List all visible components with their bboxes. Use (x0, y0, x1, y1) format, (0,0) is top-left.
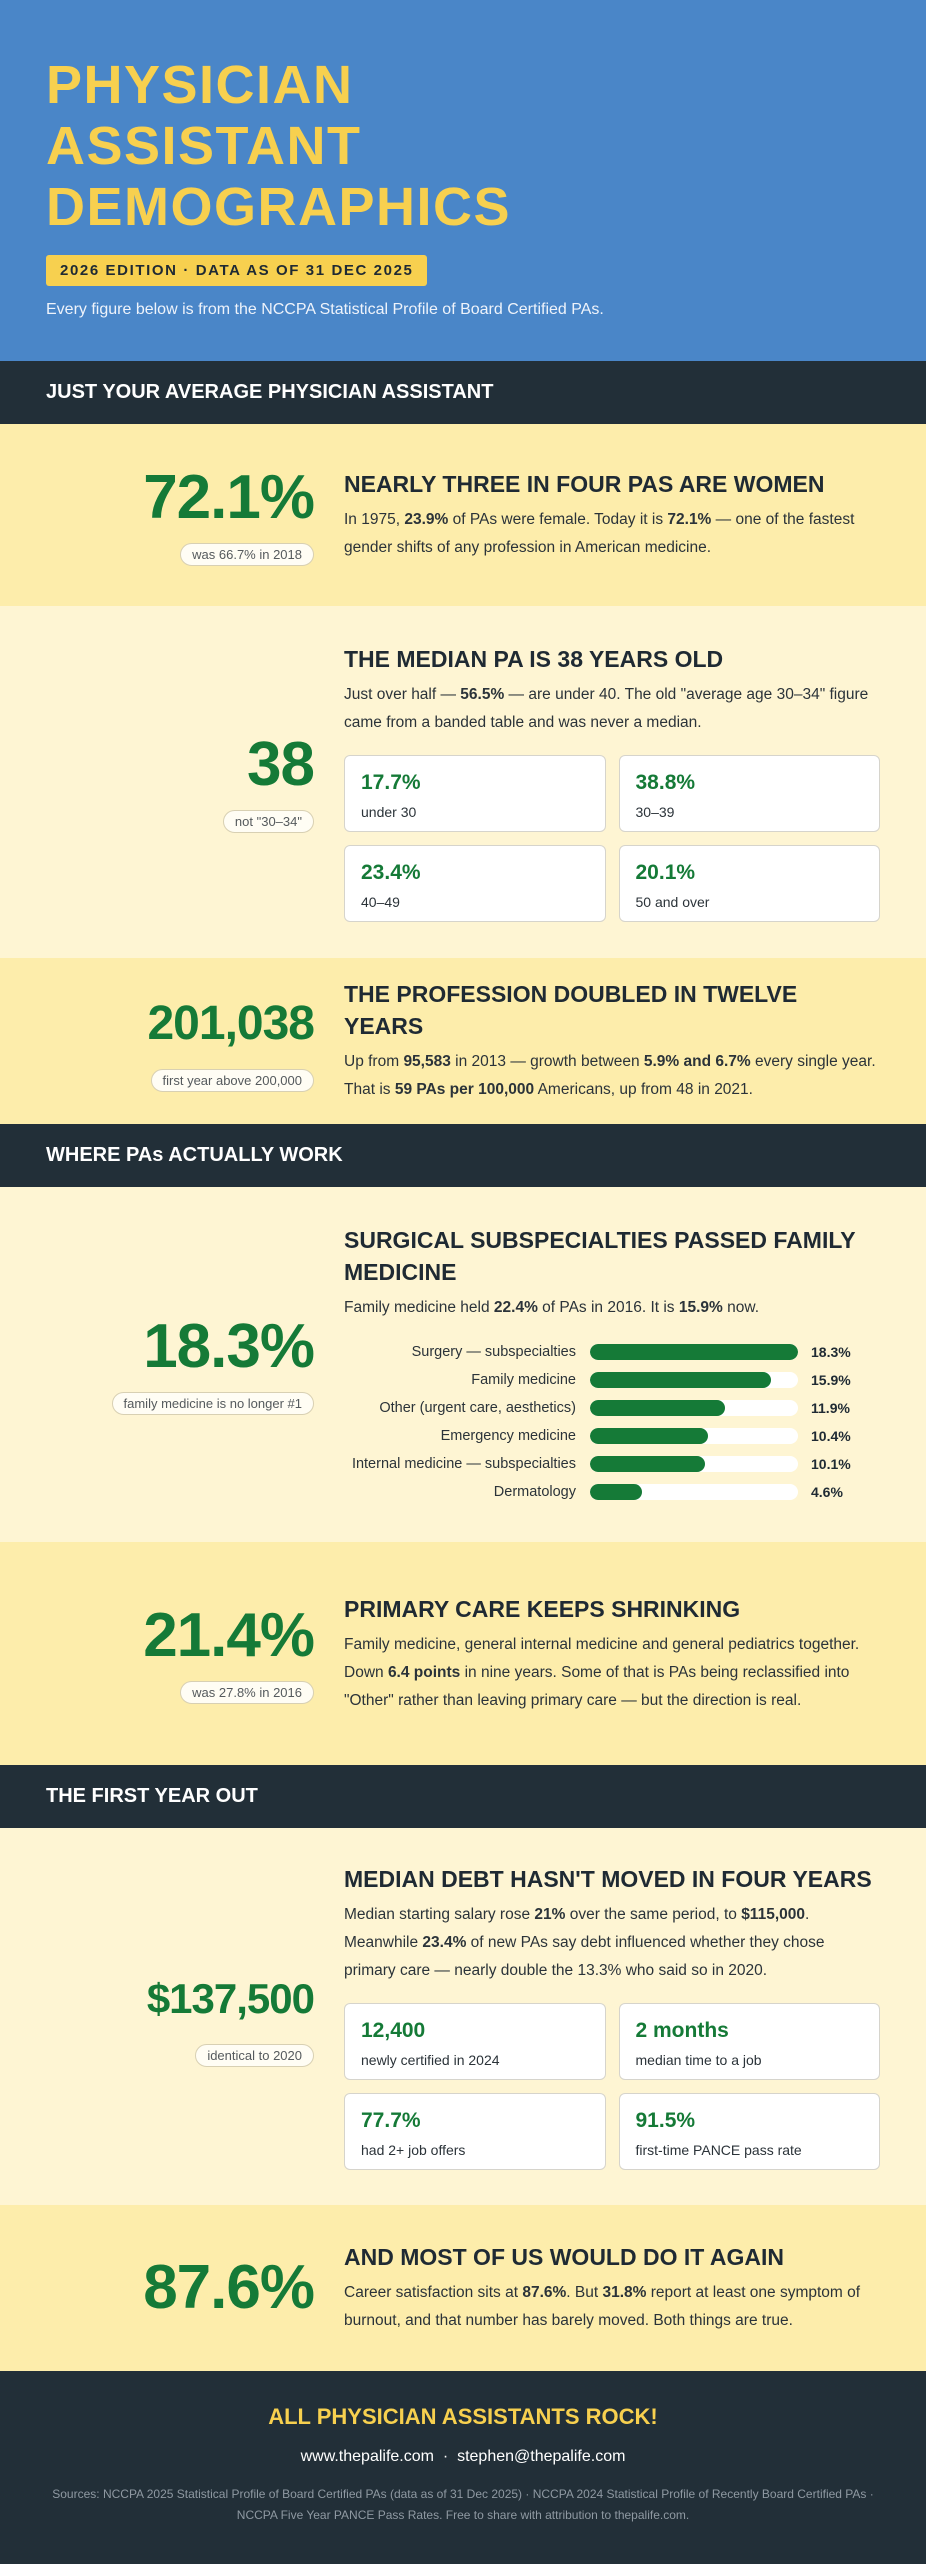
growth-note: first year above 200,000 (150, 1068, 314, 1092)
primary-care-note: was 27.8% in 2016 (180, 1681, 314, 1704)
debt-heading: MEDIAN DEBT HASN'T MOVED IN FOUR YEARS (344, 1866, 872, 1892)
bar-row: Surgery — subspecialties 18.3% (344, 1338, 880, 1366)
email-link[interactable]: stephen@thepalife.com (457, 2448, 626, 2465)
footer-contact: www.thepalife.com · stephen@thepalife.co… (0, 2448, 926, 2466)
footer-tagline: ALL PHYSICIAN ASSISTANTS ROCK! (268, 2404, 658, 2429)
bar-track (590, 1371, 798, 1388)
bar-value-label: 18.3% (811, 1343, 851, 1360)
bar-category-label: Dermatology (493, 1483, 576, 1500)
bar-row: Emergency medicine 10.4% (344, 1422, 880, 1450)
footer-sources: Sources: NCCPA 2025 Statistical Profile … (52, 2487, 874, 2522)
debt-note: identical to 2020 (195, 2044, 314, 2067)
age-body: Just over half — 56.5% — are under 40. T… (344, 685, 869, 731)
debt-card: 77.7% had 2+ job offers (344, 2093, 606, 2170)
growth-section: 201,038 first year above 200,000 THE PRO… (0, 958, 926, 1124)
contact-separator: · (442, 2448, 449, 2465)
header: PHYSICIAN ASSISTANT DEMOGRAPHICS 2026 ED… (0, 0, 926, 361)
bar-category-label: Internal medicine — subspecialties (351, 1455, 576, 1472)
primary-care-stat: 21.4% (143, 1601, 315, 1670)
website-link[interactable]: www.thepalife.com (300, 2448, 434, 2465)
debt-stat: $137,500 (146, 1975, 315, 2022)
debt-section: $137,500 identical to 2020 MEDIAN DEBT H… (0, 1828, 926, 2205)
bar (590, 1399, 726, 1416)
section-bar-average: JUST YOUR AVERAGE PHYSICIAN ASSISTANT (0, 361, 926, 424)
bar-category-label: Surgery — subspecialties (411, 1343, 576, 1360)
age-heading: THE MEDIAN PA IS 38 YEARS OLD (344, 645, 724, 672)
age-card: 38.8% 30–39 (618, 754, 880, 832)
age-card: 17.7% under 30 (344, 754, 606, 832)
age-card: 23.4% 40–49 (344, 844, 606, 922)
satisfaction-heading: AND MOST OF US WOULD DO IT AGAIN (344, 2244, 784, 2270)
age-card: 20.1% 50 and over (618, 844, 880, 922)
growth-stat: 201,038 (147, 996, 315, 1050)
bar-category-label: Family medicine (471, 1371, 576, 1388)
section-bar-first-year: THE FIRST YEAR OUT (0, 1765, 926, 1828)
bar-value-label: 4.6% (811, 1483, 843, 1500)
bar (590, 1371, 771, 1388)
bar (590, 1455, 705, 1472)
bar-value-label: 15.9% (811, 1371, 851, 1388)
women-stat: 72.1% (143, 462, 315, 532)
bar (590, 1343, 798, 1360)
specialties-note: family medicine is no longer #1 (111, 1392, 314, 1415)
bar-category-label: Other (urgent care, aesthetics) (379, 1399, 576, 1416)
debt-cards: 12,400 newly certified in 2024 2 months me… (344, 2003, 880, 2170)
bar-value-label: 11.9% (811, 1399, 850, 1416)
bar-track (590, 1399, 798, 1416)
specialties-heading: SURGICAL SUBSPECIALTIES PASSED FAMILY ME… (344, 1226, 856, 1285)
title-line: PHYSICIAN (46, 55, 354, 115)
age-stat: 38 (247, 729, 315, 799)
bar-value-label: 10.4% (811, 1427, 851, 1444)
specialty-bar-chart: Surgery — subspecialties 18.3% Family medi… (344, 1338, 880, 1506)
growth-body: Up from 95,583 in 2013 — growth between … (344, 1053, 876, 1098)
page-title: PHYSICIAN ASSISTANT DEMOGRAPHICS (46, 55, 880, 238)
bar-track (590, 1455, 798, 1472)
title-line: DEMOGRAPHICS (46, 177, 512, 237)
satisfaction-stat: 87.6% (143, 2253, 315, 2322)
primary-care-body: Family medicine, general internal medici… (344, 1635, 860, 1709)
specialties-body: Family medicine held 22.4% of PAs in 201… (344, 1298, 760, 1316)
bar (590, 1427, 709, 1444)
bar-track (590, 1343, 798, 1360)
age-section: 38 not "30–34" THE MEDIAN PA IS 38 YEARS… (0, 606, 926, 958)
growth-heading: THE PROFESSION DOUBLED IN TWELVE YEARS (344, 981, 798, 1039)
section-bar-work: WHERE PAs ACTUALLY WORK (0, 1124, 926, 1187)
women-note: was 66.7% in 2018 (180, 542, 314, 566)
bar-category-label: Emergency medicine (440, 1427, 576, 1444)
bar (590, 1483, 643, 1500)
age-note: not "30–34" (222, 809, 314, 833)
bar-value-label: 10.1% (811, 1455, 851, 1472)
subtitle: Every figure below is from the NCCPA Sta… (46, 301, 604, 318)
bar-row: Other (urgent care, aesthetics) 11.9% (344, 1394, 880, 1422)
debt-card: 12,400 newly certified in 2024 (344, 2003, 606, 2080)
bar-row: Internal medicine — subspecialties 10.1% (344, 1450, 880, 1478)
women-section: 72.1% was 66.7% in 2018 NEARLY THREE IN … (0, 424, 926, 606)
age-cards: 17.7% under 30 38.8% 30–39 23.4% 40–49 20.1… (344, 754, 880, 922)
bar-row: Family medicine 15.9% (344, 1366, 880, 1394)
debt-card: 91.5% first-time PANCE pass rate (618, 2093, 880, 2170)
specialties-section: 18.3% family medicine is no longer #1 SU… (0, 1187, 926, 1542)
women-heading: NEARLY THREE IN FOUR PAS ARE WOMEN (344, 471, 825, 497)
footer: ALL PHYSICIAN ASSISTANTS ROCK! www.thepa… (0, 2371, 926, 2564)
satisfaction-section: 87.6% AND MOST OF US WOULD DO IT AGAIN C… (0, 2205, 926, 2371)
debt-card: 2 months median time to a job (618, 2003, 880, 2080)
edition-badge: 2026 EDITION · DATA AS OF 31 DEC 2025 (46, 255, 428, 286)
bar-track (590, 1483, 798, 1500)
bar-track (590, 1427, 798, 1444)
title-line: ASSISTANT (46, 116, 362, 176)
primary-care-section: 21.4% was 27.8% in 2016 PRIMARY CARE KEE… (0, 1542, 926, 1765)
bar-row: Dermatology 4.6% (344, 1478, 880, 1506)
satisfaction-body: Career satisfaction sits at 87.6%. But 3… (344, 2284, 861, 2329)
women-body: In 1975, 23.9% of PAs were female. Today… (344, 511, 855, 556)
specialties-stat: 18.3% (143, 1312, 315, 1381)
debt-body: Median starting salary rose 21% over the… (344, 1906, 825, 1979)
primary-care-heading: PRIMARY CARE KEEPS SHRINKING (344, 1595, 741, 1622)
